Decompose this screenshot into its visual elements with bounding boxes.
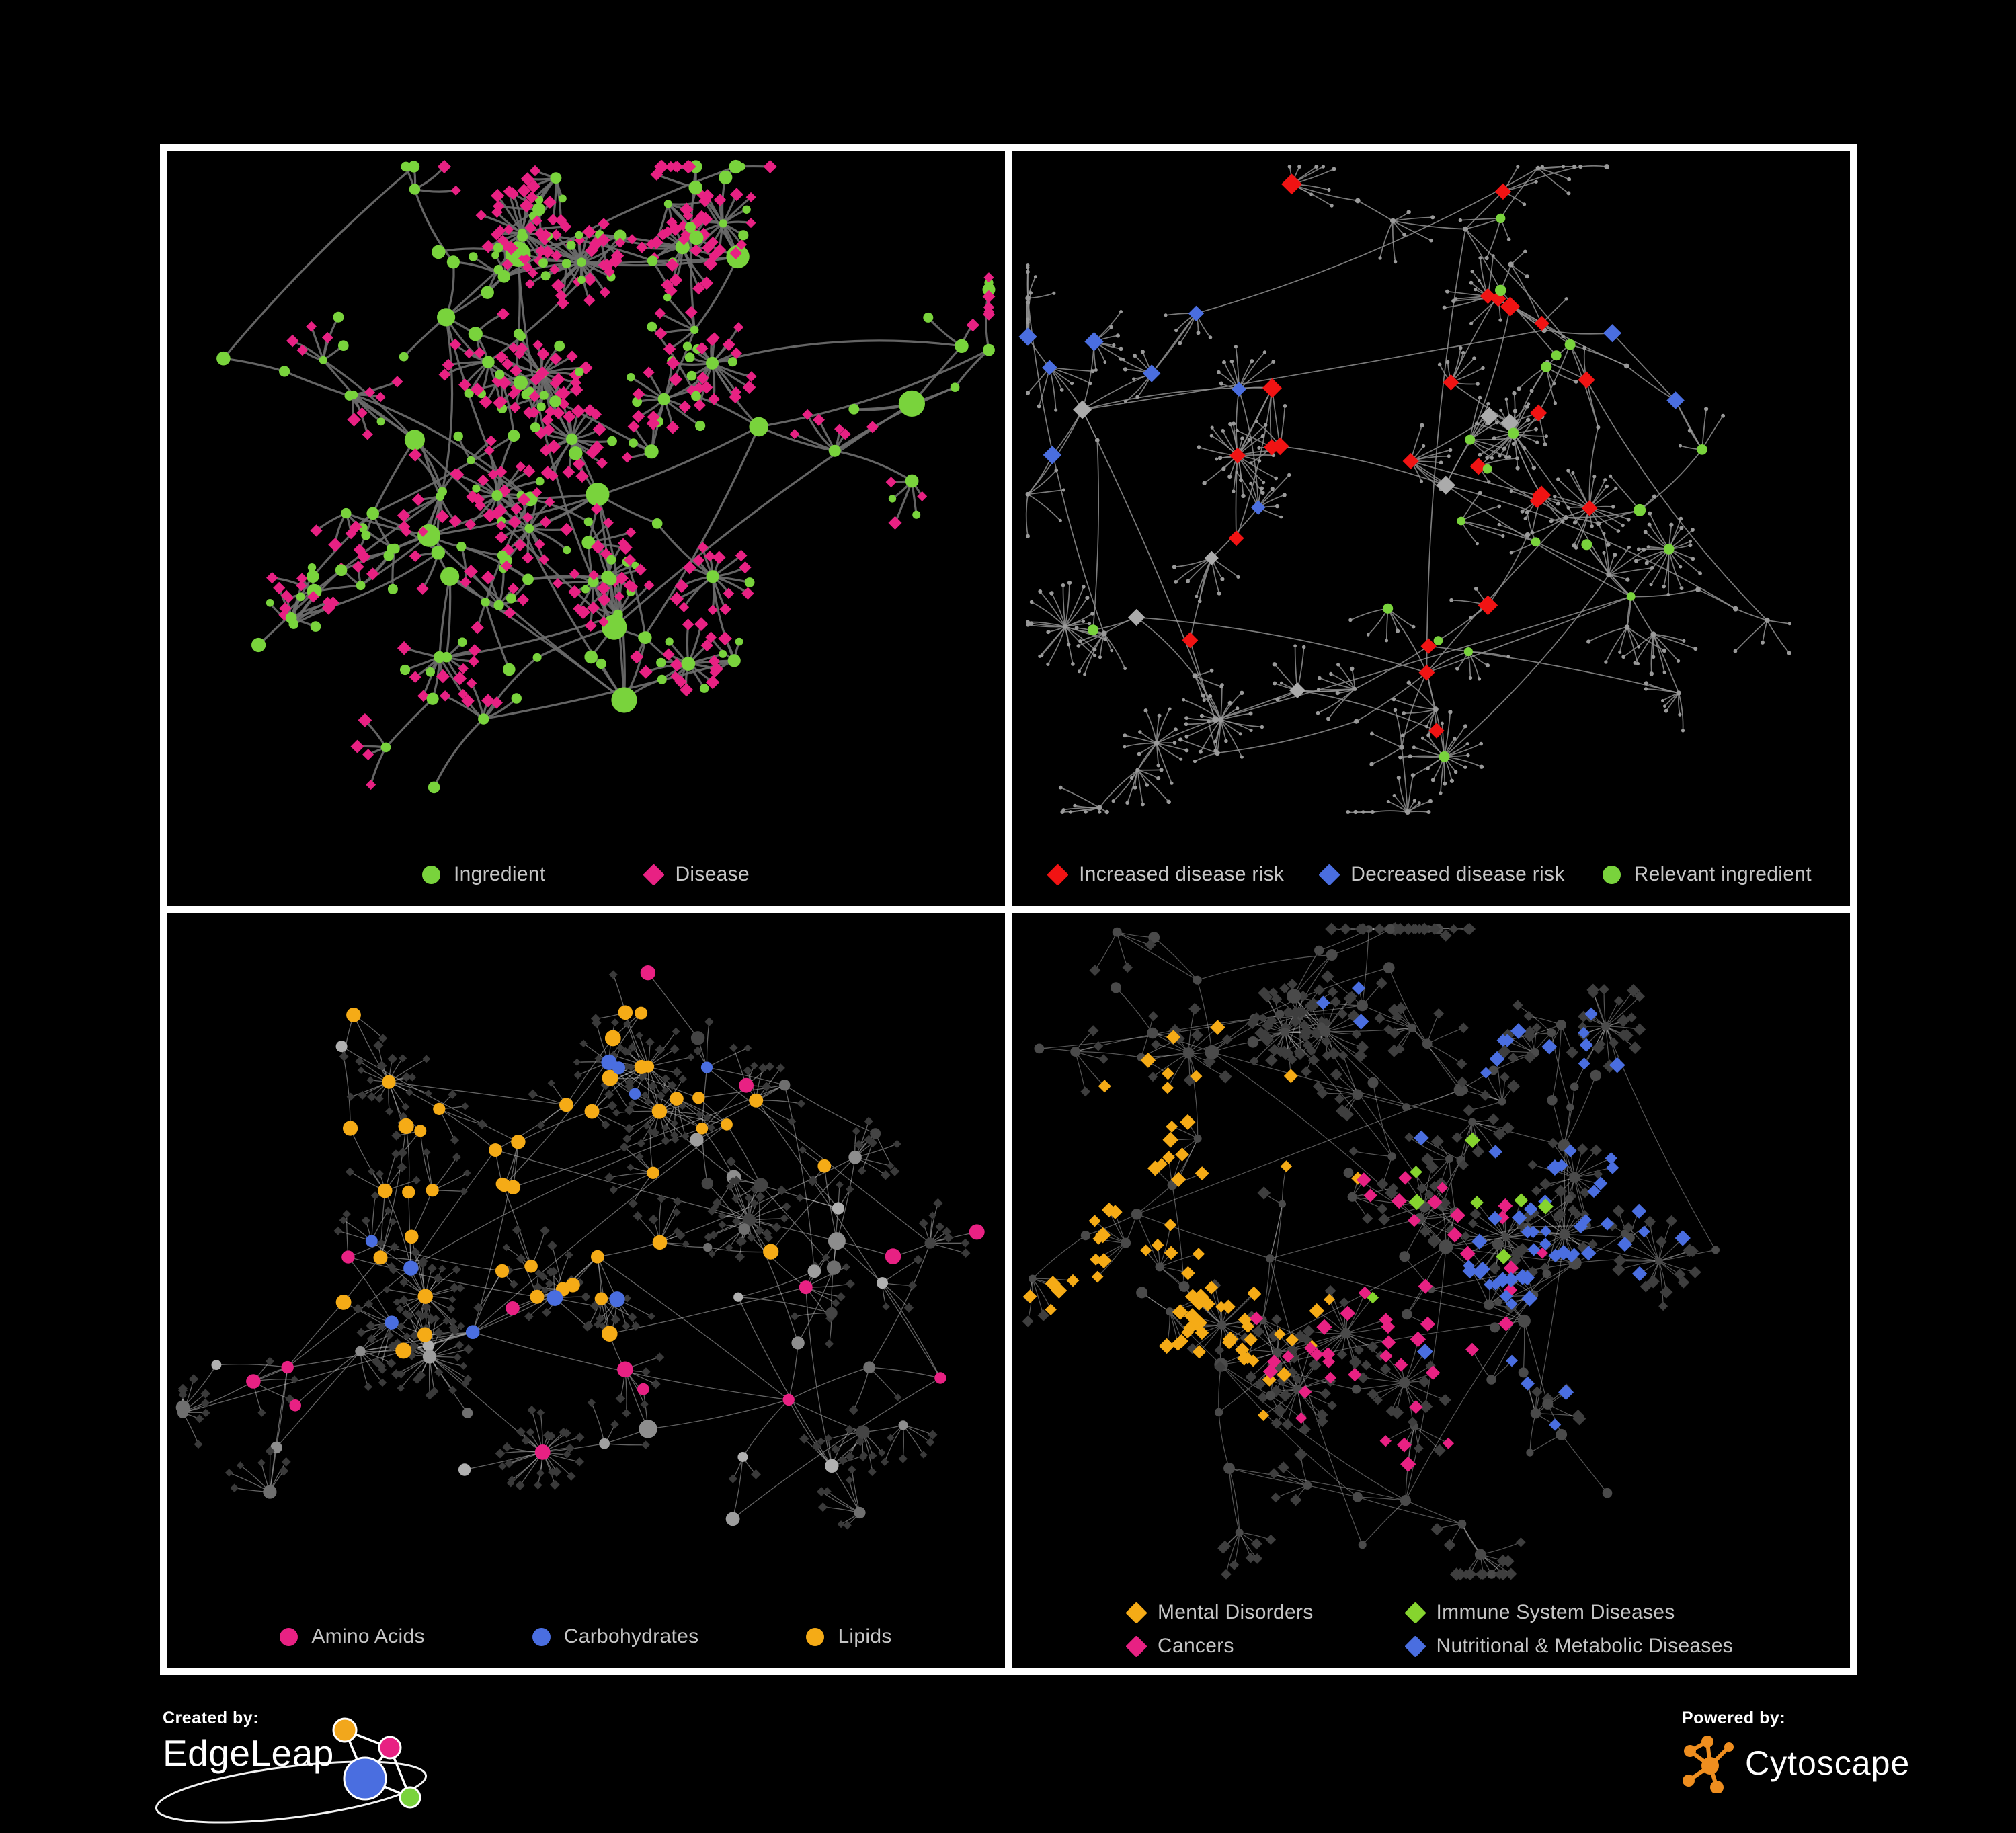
legend-label: Relevant ingredient [1634, 863, 1812, 885]
created-by-block: Created by: EdgeLeap [155, 1709, 499, 1833]
edgeleap-wordmark: EdgeLeap [163, 1732, 334, 1774]
relevant-ingredient-marker-icon [1602, 865, 1621, 884]
cytoscape-wordmark: Cytoscape [1745, 1744, 1910, 1782]
legend-item: Immune System Diseases [1404, 1601, 1733, 1624]
panel-disease-classes: Mental Disorders Immune System Diseases … [1012, 913, 1850, 1668]
highlight-nodes [246, 965, 985, 1460]
highlight-nodes [1018, 173, 1707, 762]
lipids-marker-icon [806, 1627, 825, 1646]
edges [1027, 927, 1716, 1575]
panel-disease-risk: Increased disease risk Decreased disease… [1012, 151, 1850, 906]
nodes [1022, 922, 1720, 1581]
legend-item: Mental Disorders [1125, 1601, 1314, 1624]
cytoscape-nodes [1683, 1736, 1734, 1793]
cancers-marker-icon [1125, 1635, 1147, 1658]
legend-label: Mental Disorders [1158, 1601, 1314, 1623]
legend-label: Disease [675, 863, 750, 885]
legend-label: Lipids [838, 1625, 892, 1647]
legend-item: Disease [643, 863, 750, 886]
network-graph-disease-risk [1018, 164, 1791, 815]
legend-label: Immune System Diseases [1436, 1601, 1675, 1623]
legend-item: Carbohydrates [532, 1625, 699, 1648]
legend-disease-risk: Increased disease risk Decreased disease… [1012, 863, 1850, 886]
immune-system-diseases-marker-icon [1404, 1601, 1426, 1624]
carbohydrates-marker-icon [532, 1627, 551, 1646]
figure-grid: Ingredient Disease Increased disease ris… [160, 144, 1857, 1675]
legend-item: Nutritional & Metabolic Diseases [1404, 1635, 1733, 1658]
edges [1025, 165, 1791, 813]
panel-nutrient-classes: Amino Acids Carbohydrates Lipids [167, 913, 1005, 1668]
legend-label: Carbohydrates [563, 1625, 699, 1647]
increased-risk-marker-icon [1047, 863, 1069, 886]
cytoscape-logo [1683, 1736, 1734, 1793]
legend-item: Amino Acids [280, 1625, 424, 1648]
network-graph-nutrient-classes [175, 965, 985, 1530]
legend-label: Amino Acids [311, 1625, 425, 1647]
created-by-label: Created by: [163, 1709, 259, 1727]
edges [222, 164, 991, 788]
edgeleap-logo [155, 1717, 428, 1824]
legend-label: Increased disease risk [1079, 863, 1285, 885]
legend-item: Cancers [1125, 1635, 1314, 1658]
legend-item: Decreased disease risk [1318, 863, 1565, 886]
powered-by-block: Powered by: Cytoscape [1682, 1709, 2005, 1809]
legend-label: Cancers [1158, 1635, 1234, 1657]
legend-label: Ingredient [454, 863, 546, 885]
panel-ingredient-disease: Ingredient Disease [167, 151, 1005, 906]
legend-label: Nutritional & Metabolic Diseases [1436, 1635, 1733, 1657]
nutritional-metabolic-diseases-marker-icon [1404, 1635, 1426, 1658]
mental-disorders-marker-icon [1125, 1601, 1147, 1624]
legend-disease-classes: Mental Disorders Immune System Diseases … [1012, 1601, 1850, 1658]
ingredient-marker-icon [422, 865, 441, 884]
cytoscape-row: Cytoscape [1682, 1734, 2005, 1793]
nodes [1025, 164, 1791, 815]
legend-nutrient-classes: Amino Acids Carbohydrates Lipids [167, 1625, 1005, 1648]
nodes [216, 159, 996, 794]
decreased-risk-marker-icon [1318, 863, 1340, 886]
legend-item: Lipids [806, 1625, 891, 1648]
highlight-nodes [1023, 981, 1691, 1472]
network-graph-disease-classes [1022, 922, 1720, 1581]
edgeleap-nodes [332, 1717, 421, 1809]
nodes [175, 970, 971, 1530]
legend-item: Increased disease risk [1047, 863, 1285, 886]
legend-item: Ingredient [422, 863, 545, 886]
network-graph-ingredient-disease [216, 159, 996, 794]
powered-by-label: Powered by: [1682, 1709, 1786, 1727]
legend-item: Relevant ingredient [1602, 863, 1812, 886]
legend-label: Decreased disease risk [1350, 863, 1565, 885]
edgeleap-swoosh [155, 1760, 428, 1824]
amino-acids-marker-icon [280, 1627, 298, 1646]
disease-marker-icon [643, 863, 666, 886]
legend-ingredient-disease: Ingredient Disease [167, 863, 1005, 886]
